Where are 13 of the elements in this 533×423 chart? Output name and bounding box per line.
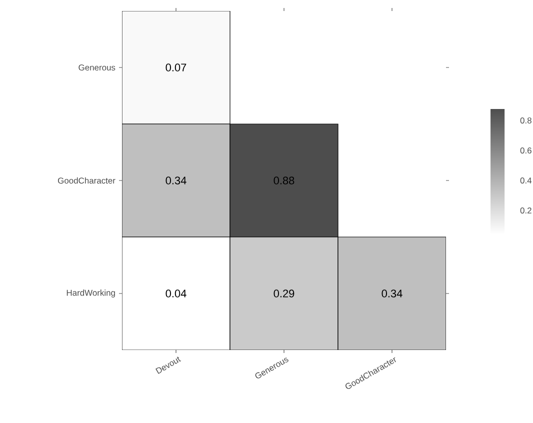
color-bar-label: 0.2 (520, 208, 532, 214)
y-tick-label: HardWorking (66, 290, 115, 298)
data-label: 0.34 (166, 176, 186, 184)
y-tick-label: Generous (78, 64, 116, 70)
data-label: 0.29 (274, 290, 294, 298)
data-label: 0.07 (166, 64, 186, 72)
y-tick-label: GoodCharacter (58, 177, 116, 184)
color-bar-label: 0.4 (520, 178, 532, 184)
data-label: 0.88 (274, 176, 294, 184)
data-label: 0.04 (166, 290, 186, 298)
data-label: 0.34 (382, 290, 402, 298)
color-bar-label: 0.6 (520, 148, 532, 154)
color-bar-label: 0.8 (520, 118, 532, 124)
